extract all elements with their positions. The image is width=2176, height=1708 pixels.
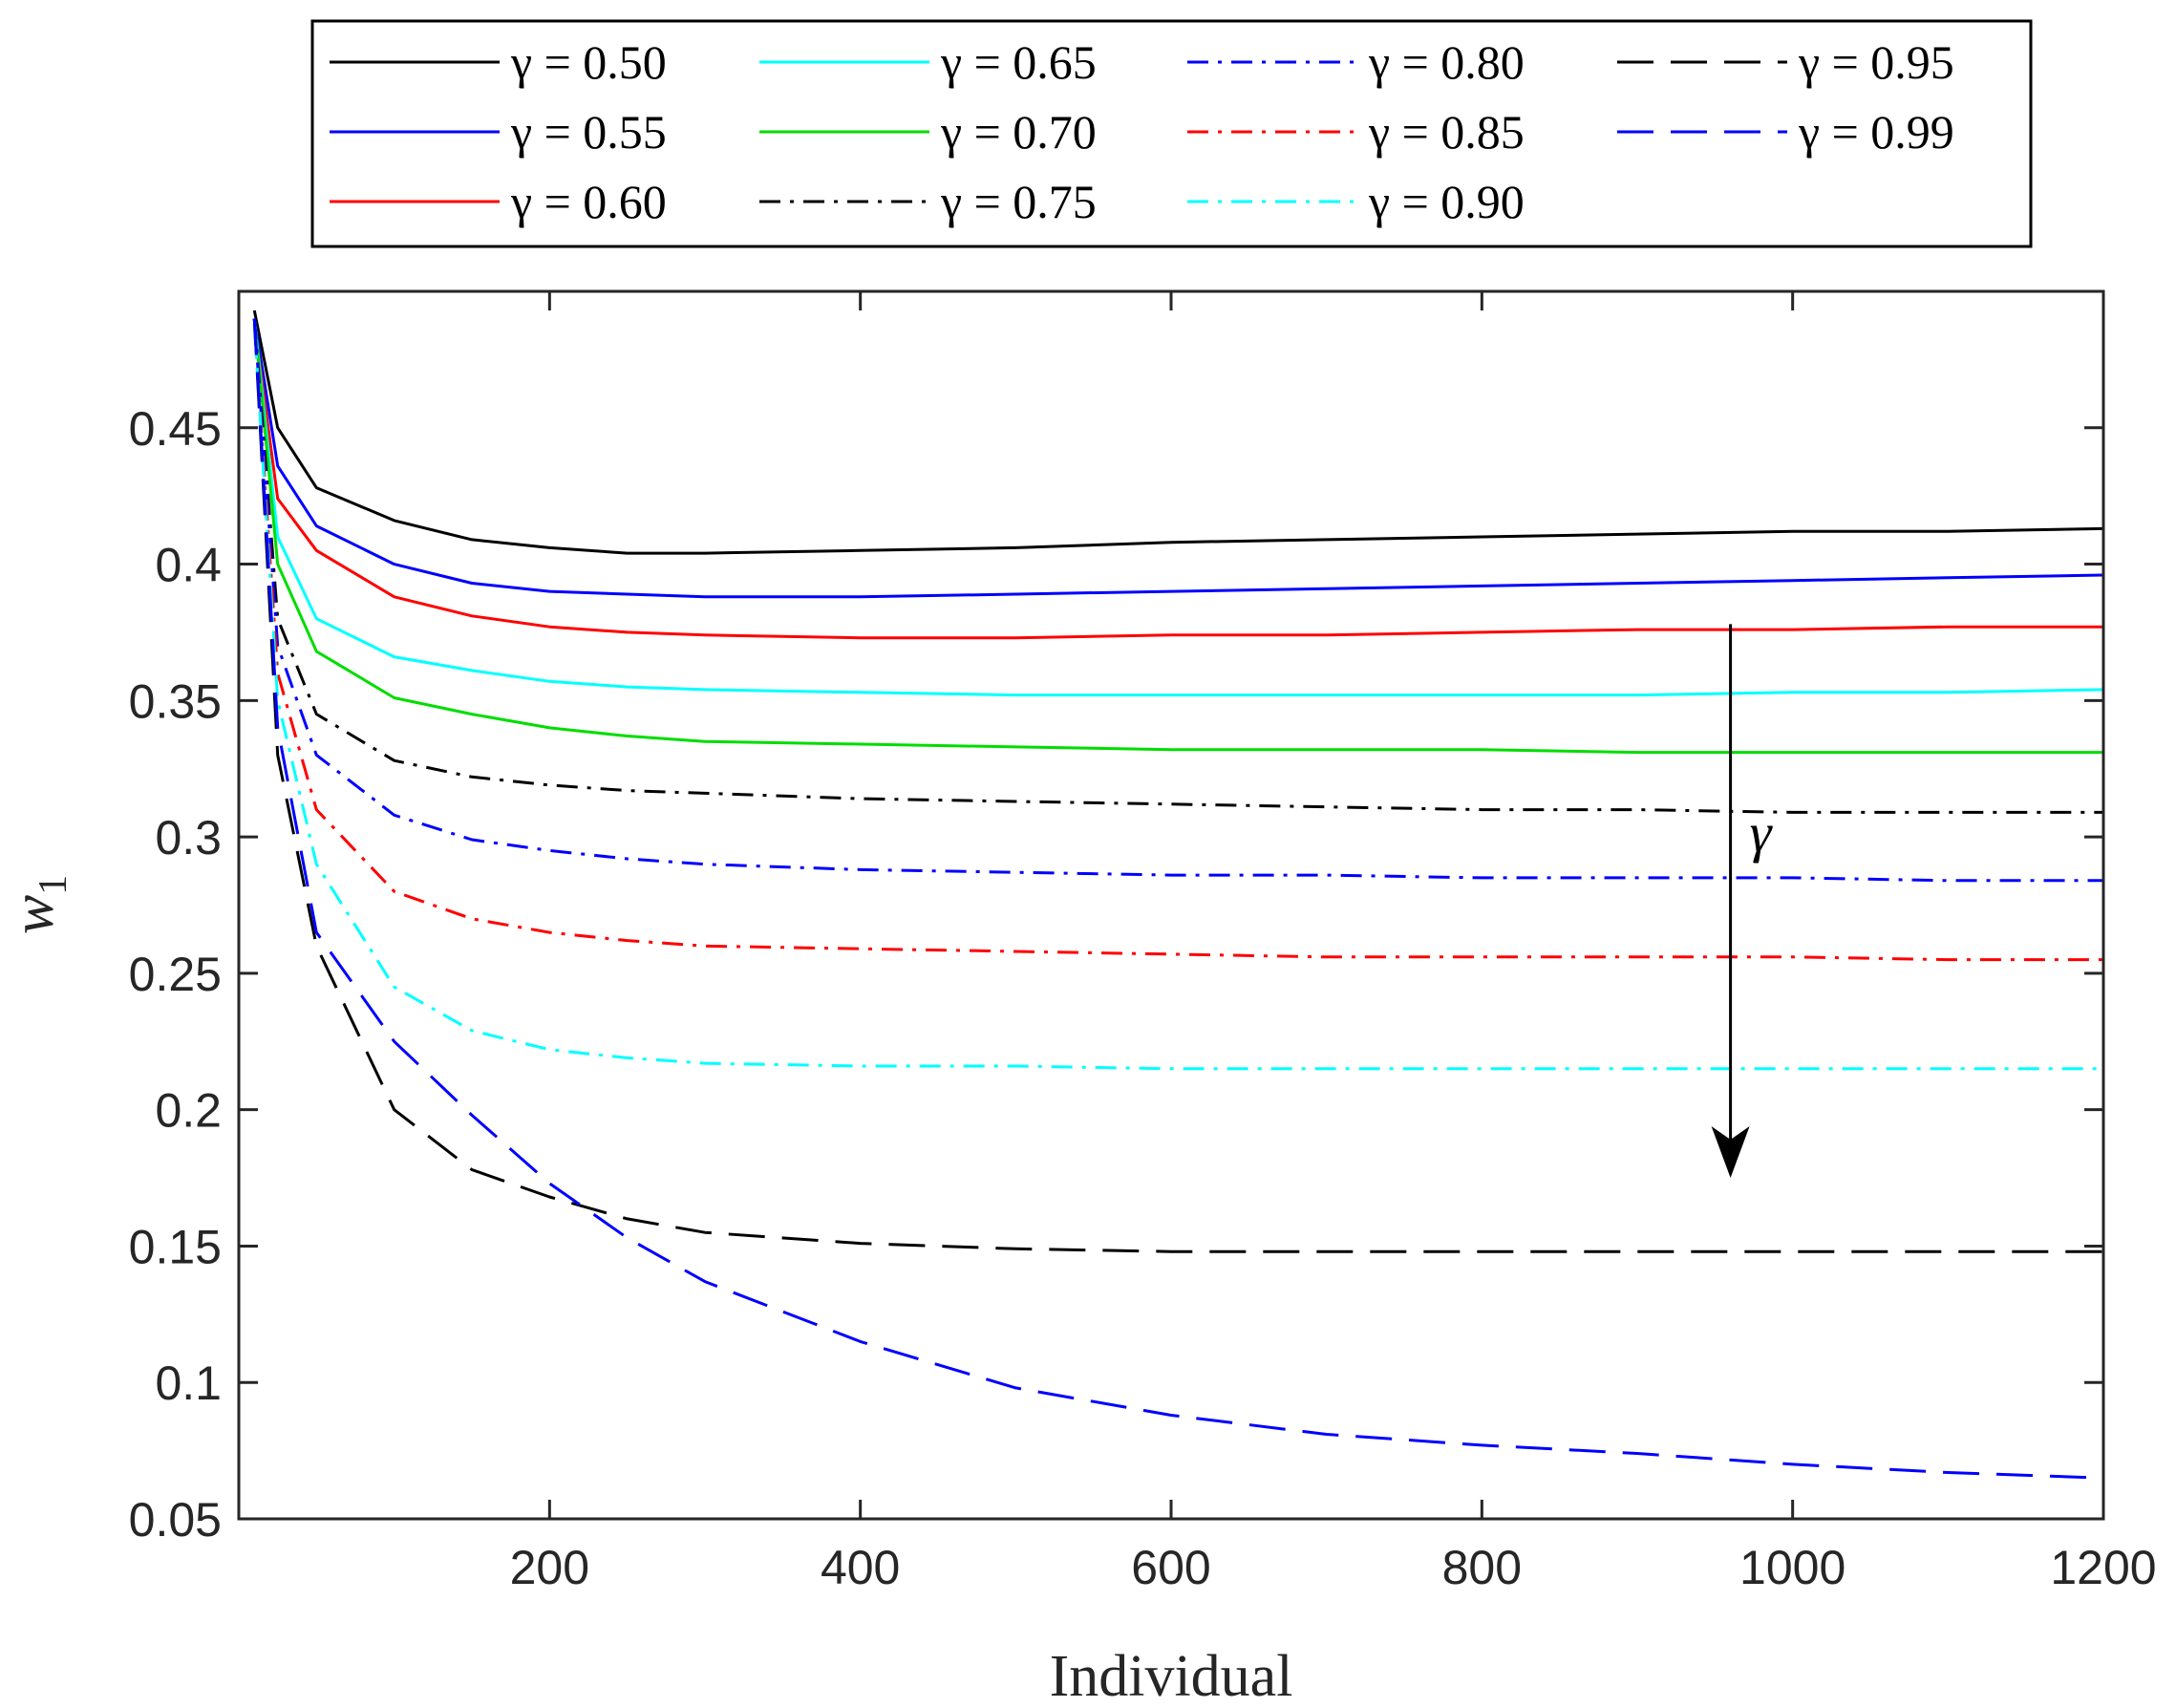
legend-label-3: γ = 0.65 — [940, 35, 1097, 89]
series-line-1 — [252, 318, 2103, 599]
y-axis-title-main: w — [1, 895, 66, 934]
y-tick-label: 0.15 — [129, 1220, 222, 1273]
x-tick-label: 1200 — [2050, 1541, 2156, 1594]
series-line-6 — [252, 318, 2103, 883]
legend-label-4: γ = 0.70 — [940, 105, 1097, 159]
legend-label-2: γ = 0.60 — [510, 175, 667, 228]
svg-text:w1: w1 — [1, 875, 75, 934]
y-tick-label: 0.25 — [129, 948, 222, 1001]
y-axis-title-subscript: 1 — [32, 875, 75, 895]
series-line-0 — [252, 310, 2103, 555]
legend: γ = 0.50 γ = 0.55 γ = 0.60 γ = 0.65 γ = 0.70… — [310, 19, 2033, 248]
annotation-arrow-head — [1711, 1126, 1750, 1179]
legend-label-7: γ = 0.85 — [1368, 105, 1525, 159]
gamma-annotation: γ — [1711, 624, 1774, 1179]
series-line-4 — [252, 318, 2103, 755]
series-layer — [252, 310, 2103, 1480]
x-tick-label: 600 — [1131, 1541, 1210, 1594]
x-tick-label: 400 — [821, 1541, 900, 1594]
legend-label-10: γ = 0.99 — [1798, 105, 1954, 159]
legend-label-0: γ = 0.50 — [510, 35, 667, 89]
y-tick-label: 0.3 — [155, 811, 222, 865]
y-tick-label: 0.1 — [155, 1356, 222, 1410]
legend-label-5: γ = 0.75 — [940, 175, 1097, 228]
series-line-10 — [252, 318, 2103, 1480]
axes-frame — [237, 289, 2105, 1521]
x-tick-label: 200 — [510, 1541, 589, 1594]
y-tick-label: 0.4 — [155, 539, 222, 592]
series-line-2 — [252, 324, 2103, 640]
legend-box — [310, 19, 2033, 248]
y-tick-label: 0.35 — [129, 674, 222, 728]
series-line-9 — [252, 318, 2103, 1253]
y-tick-label: 0.05 — [129, 1493, 222, 1547]
ticks-layer: 200 400 600 800 1000 1200 0.05 0.1 0.15 0.2 0.25 0.… — [129, 291, 2157, 1594]
series-line-7 — [252, 324, 2103, 962]
y-axis-title: w1 — [1, 875, 75, 934]
x-axis-title: Individual — [1050, 1644, 1293, 1708]
annotation-label: γ — [1750, 801, 1774, 864]
x-tick-label: 1000 — [1739, 1541, 1845, 1594]
plot-area — [239, 291, 2103, 1519]
y-tick-label: 0.45 — [129, 402, 222, 456]
series-line-3 — [252, 318, 2103, 697]
legend-label-8: γ = 0.90 — [1368, 175, 1525, 228]
x-tick-label: 800 — [1442, 1541, 1522, 1594]
y-tick-label: 0.2 — [155, 1084, 222, 1138]
legend-label-9: γ = 0.95 — [1798, 35, 1954, 89]
legend-label-1: γ = 0.55 — [510, 105, 667, 159]
series-line-5 — [252, 318, 2103, 814]
legend-label-6: γ = 0.80 — [1368, 35, 1525, 89]
